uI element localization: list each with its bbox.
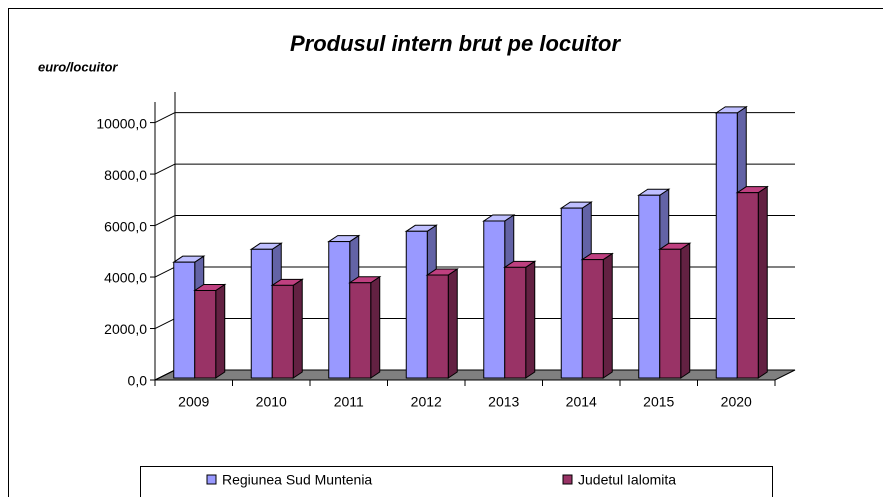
bar-side xyxy=(447,268,458,379)
bar xyxy=(426,274,449,379)
grid-line xyxy=(154,215,176,227)
bar xyxy=(736,192,759,379)
x-tick-label: 2011 xyxy=(334,394,364,410)
bar xyxy=(560,207,583,379)
grid-line xyxy=(154,266,176,278)
y-tick-label: 6000,0 xyxy=(104,218,147,234)
y-tick-label: 8000,0 xyxy=(104,167,147,183)
x-tick-label: 2012 xyxy=(411,394,442,410)
grid-line xyxy=(154,112,176,124)
bar xyxy=(638,194,661,379)
bar-side xyxy=(757,185,768,379)
x-tick-label: 2009 xyxy=(178,394,209,410)
legend xyxy=(140,466,773,497)
bar xyxy=(659,248,682,379)
bar-side xyxy=(215,283,226,379)
y-tick-label: 10000,0 xyxy=(96,115,147,131)
bar xyxy=(405,230,428,379)
bar-side xyxy=(602,252,613,379)
bar-side xyxy=(525,260,536,379)
x-tick-label: 2014 xyxy=(566,394,597,410)
bar xyxy=(194,289,217,379)
grid-line xyxy=(154,163,176,175)
bar-side xyxy=(292,278,303,379)
bar-side xyxy=(370,275,381,379)
bar xyxy=(250,248,273,379)
grid-line xyxy=(154,318,176,329)
grid-line xyxy=(154,369,176,381)
legend-swatch xyxy=(562,474,573,485)
x-tick-label: 2013 xyxy=(488,394,519,410)
legend-label: Judetul Ialomita xyxy=(578,472,676,488)
bar xyxy=(173,261,196,379)
bar xyxy=(349,282,372,379)
chart-title: Produsul intern brut pe locuitor xyxy=(290,31,621,56)
bar xyxy=(715,112,738,379)
x-tick-label: 2015 xyxy=(643,394,674,410)
y-tick-label: 4000,0 xyxy=(104,270,147,286)
bar-side xyxy=(680,242,691,379)
bar xyxy=(328,241,351,379)
bar xyxy=(581,259,604,379)
y-tick-label: 0,0 xyxy=(128,373,148,389)
y-axis-label: euro/locuitor xyxy=(38,59,118,74)
legend-label: Regiunea Sud Muntenia xyxy=(222,472,372,488)
x-tick-label: 2010 xyxy=(256,394,287,410)
legend-swatch xyxy=(206,474,217,485)
bar xyxy=(504,266,527,379)
bar xyxy=(271,284,294,379)
bar xyxy=(483,220,506,379)
x-tick-label: 2020 xyxy=(721,394,752,410)
y-tick-label: 2000,0 xyxy=(104,321,147,337)
